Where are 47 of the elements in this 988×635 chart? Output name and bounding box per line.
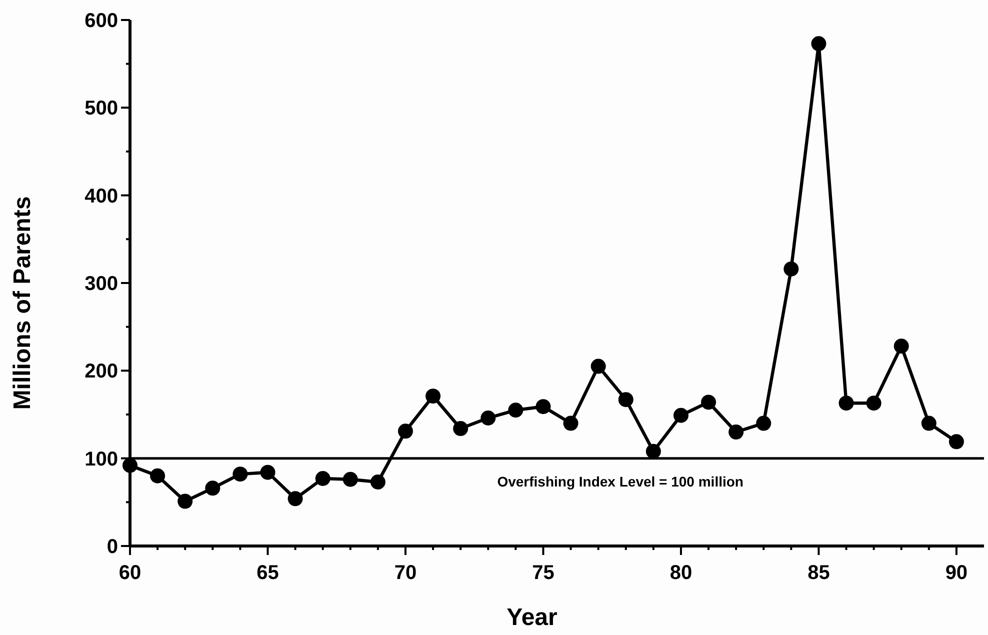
x-axis-title: Year	[506, 604, 558, 631]
y-tick-label: 500	[84, 98, 118, 120]
point	[205, 480, 220, 496]
point	[426, 388, 441, 404]
point	[673, 408, 688, 423]
y-tick-label: 0	[106, 536, 118, 558]
y-tick-label: 400	[84, 185, 118, 208]
x-tick-label: 65	[256, 562, 279, 584]
point	[701, 394, 716, 410]
point	[866, 396, 882, 411]
y-tick-label: 200	[84, 360, 118, 383]
y-tick-label: 300	[84, 273, 118, 295]
y-tick-label: 100	[84, 448, 118, 470]
point	[838, 396, 854, 411]
point	[342, 472, 358, 487]
point	[948, 434, 964, 450]
point	[728, 424, 744, 440]
y-tick-label: 600	[84, 10, 118, 32]
point	[288, 491, 303, 506]
point	[646, 444, 661, 459]
point	[370, 474, 386, 490]
point	[756, 416, 772, 431]
x-tick-label: 85	[808, 562, 830, 584]
point	[232, 466, 248, 482]
point	[480, 410, 496, 426]
point	[894, 338, 909, 354]
x-tick-label: 70	[394, 562, 417, 584]
point	[398, 424, 413, 439]
point	[536, 399, 551, 414]
point	[618, 392, 634, 408]
point	[590, 358, 606, 374]
x-tick-label: 80	[670, 562, 692, 584]
point	[178, 494, 193, 509]
point	[453, 421, 468, 436]
point	[784, 261, 799, 276]
y-axis-title: Millions of Parents	[9, 196, 36, 410]
point	[921, 416, 936, 431]
point	[563, 416, 578, 431]
point	[811, 36, 826, 52]
ref-line-label: Overfishing Index Level = 100 million	[497, 473, 744, 490]
point	[150, 468, 166, 484]
x-tick-label: 90	[945, 562, 968, 584]
point	[508, 402, 524, 418]
point	[315, 470, 330, 486]
x-tick-label: 75	[532, 562, 554, 584]
x-tick-label: 60	[118, 562, 142, 584]
point	[260, 464, 276, 480]
